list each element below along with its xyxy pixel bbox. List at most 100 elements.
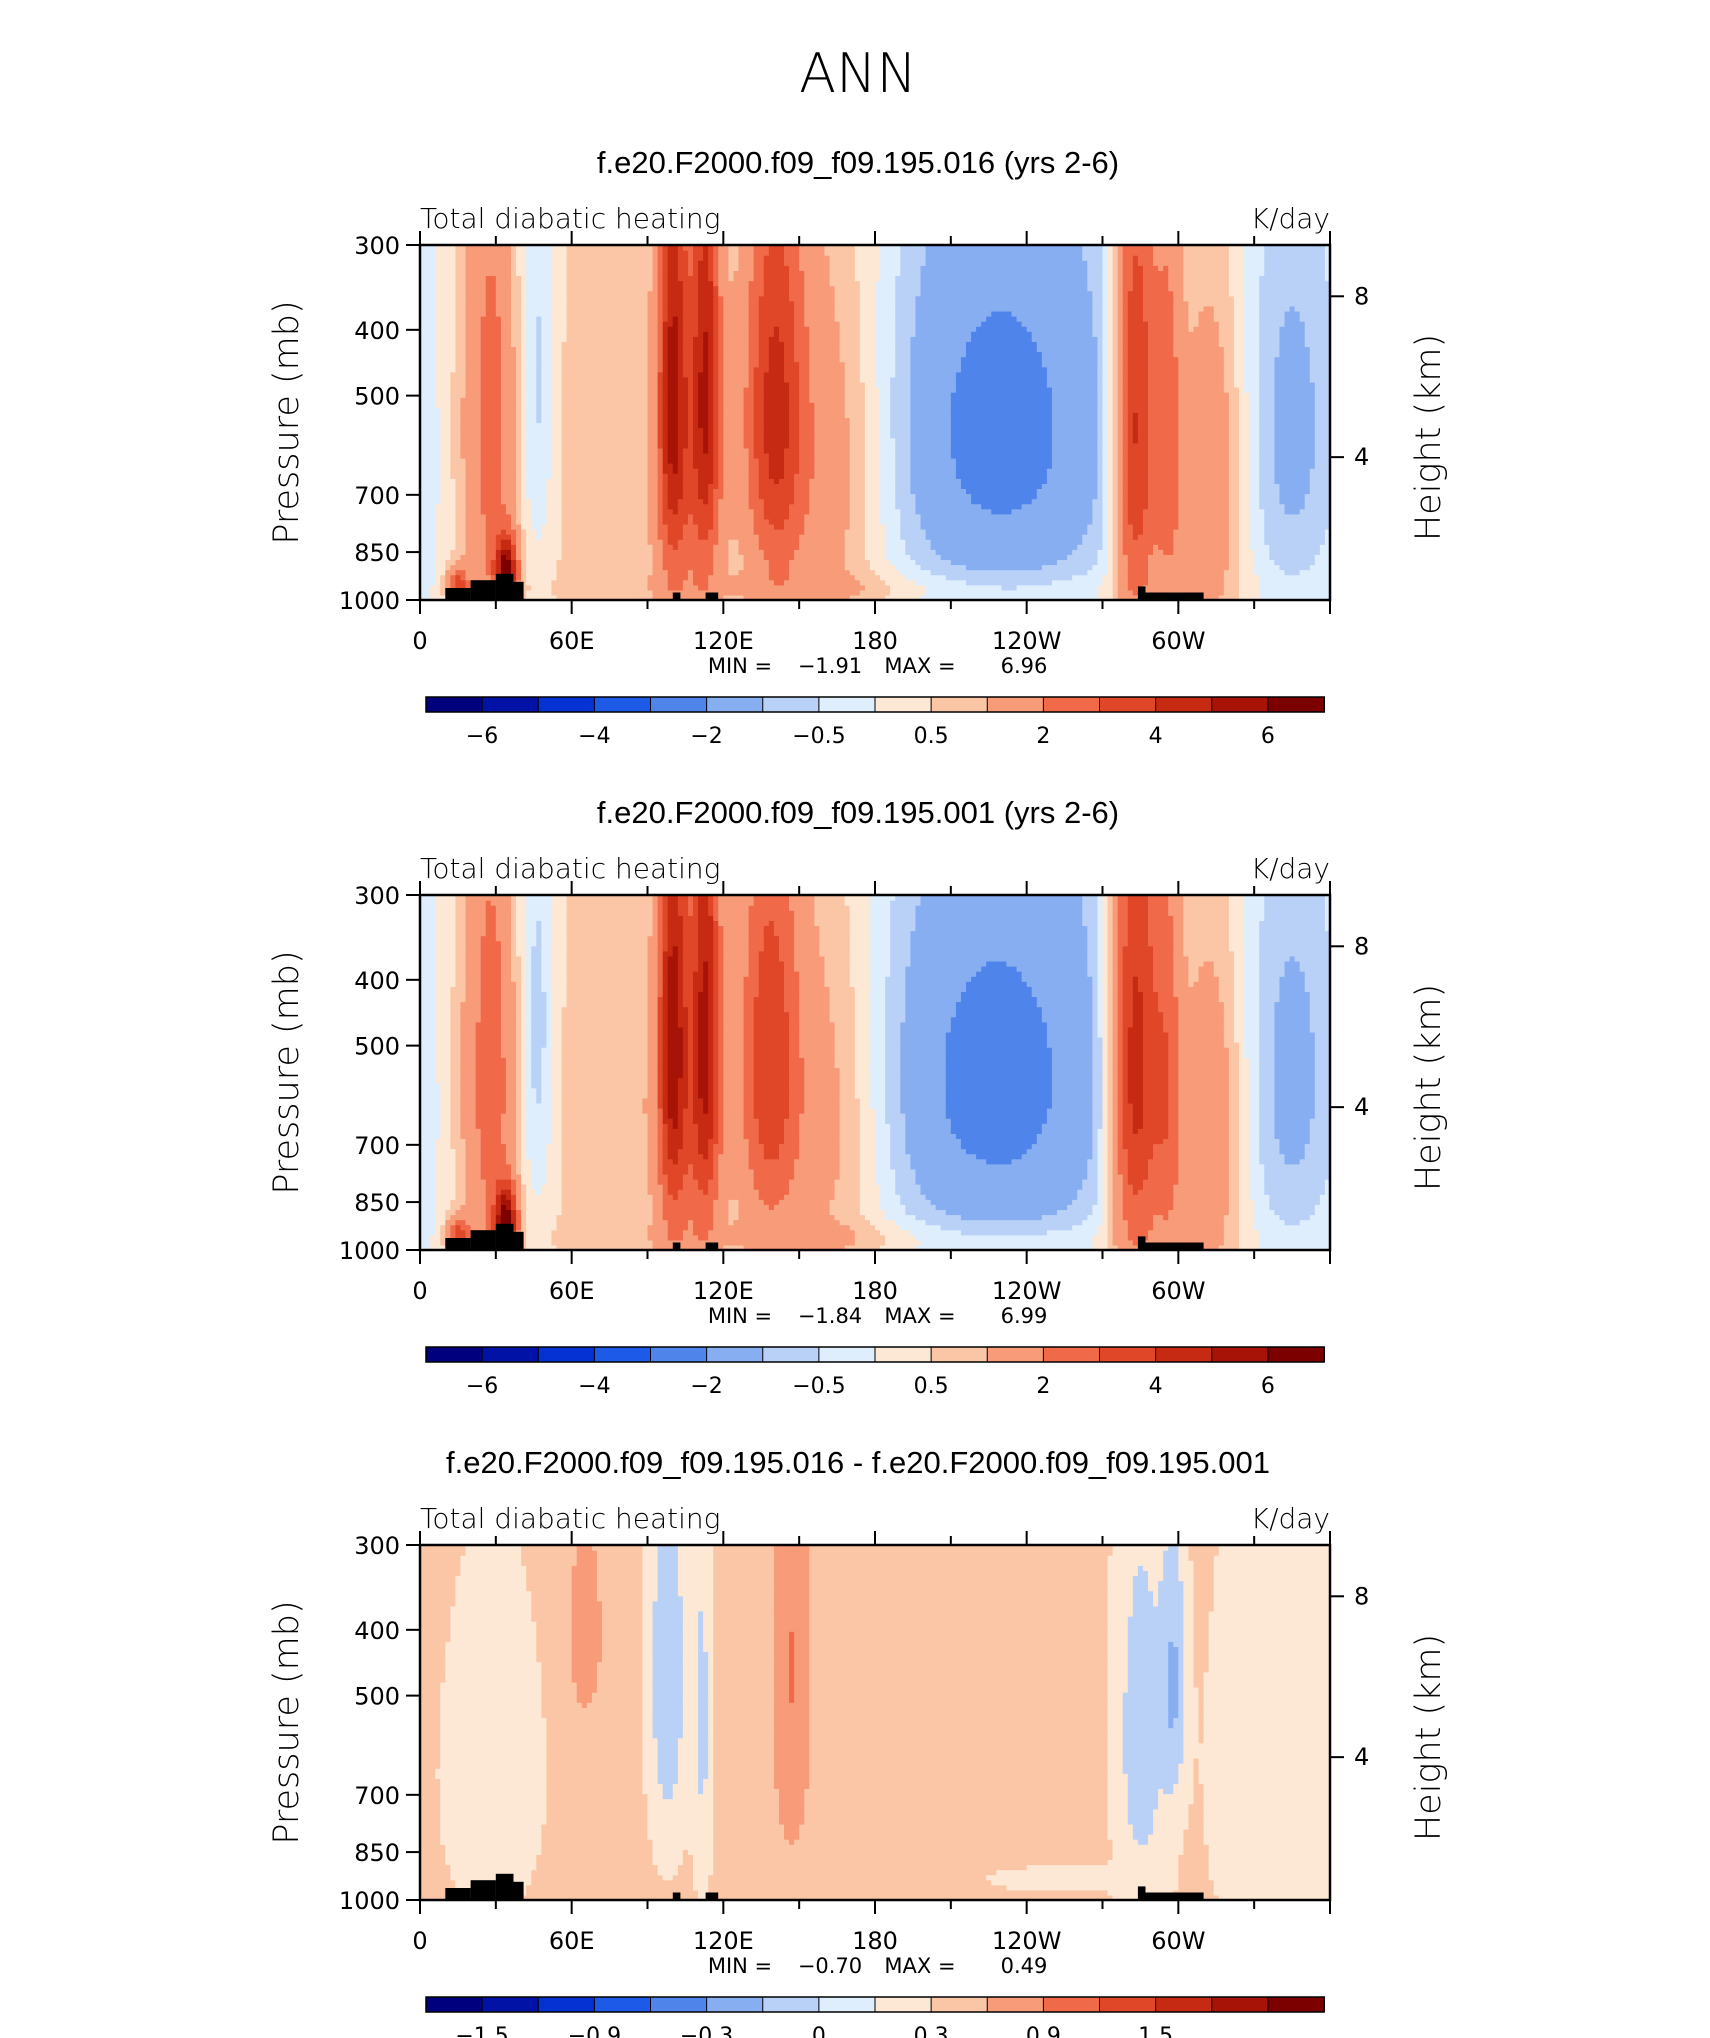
heatmap-cell [804, 539, 810, 545]
heatmap-cell [475, 483, 482, 490]
heatmap-cell [809, 523, 815, 530]
heatmap-cell [1203, 463, 1210, 469]
heatmap-cell [687, 518, 694, 525]
heatmap-cell [1309, 493, 1316, 500]
heatmap-cell [521, 483, 527, 490]
heatmap-cell [1309, 503, 1316, 510]
heatmap-cell [748, 463, 755, 469]
heatmap-cell [460, 518, 467, 525]
heatmap-cell [1168, 579, 1174, 586]
heatmap-cell [869, 529, 876, 535]
heatmap-cell [511, 564, 517, 571]
heatmap-cell [652, 534, 659, 540]
heatmap-cell [566, 529, 573, 535]
heatmap-cell [885, 523, 891, 530]
heatmap-cell [819, 498, 826, 505]
heatmap-cell [991, 539, 997, 545]
heatmap-cell [627, 493, 633, 500]
heatmap-cell [733, 534, 740, 540]
heatmap-cell [1244, 559, 1250, 566]
heatmap-cell [1102, 463, 1109, 469]
heatmap-cell [981, 564, 987, 571]
heatmap-cell [546, 513, 553, 520]
heatmap-cell [1072, 513, 1078, 520]
heatmap-cell [976, 569, 982, 576]
heatmap-cell [1057, 564, 1063, 571]
heatmap-cell [703, 458, 709, 464]
heatmap-cell [789, 579, 795, 586]
heatmap-cell [1097, 554, 1104, 561]
heatmap-cell [571, 559, 578, 566]
heatmap-cell [581, 463, 588, 469]
heatmap-cell [1016, 478, 1023, 484]
heatmap-cell [778, 589, 785, 596]
heatmap-cell [955, 498, 962, 505]
heatmap-cell [1319, 549, 1326, 555]
heatmap-cell [1223, 554, 1230, 561]
heatmap-cell [768, 473, 775, 479]
heatmap-cell [1077, 518, 1083, 525]
heatmap-cell [1178, 503, 1184, 510]
heatmap-cell [556, 498, 563, 505]
heatmap-cell [794, 544, 800, 550]
heatmap-cell [460, 458, 467, 464]
heatmap-cell [551, 513, 558, 520]
heatmap-cell [723, 549, 729, 555]
heatmap-cell [875, 513, 881, 520]
heatmap-cell [819, 513, 826, 520]
heatmap-cell [500, 458, 507, 464]
heatmap-cell [1142, 473, 1149, 479]
heatmap-cell [1092, 559, 1099, 566]
heatmap-cell [1163, 518, 1169, 525]
heatmap-cell [915, 513, 922, 520]
heatmap-cell [1213, 518, 1220, 525]
heatmap-cell [708, 584, 714, 591]
heatmap-cell [617, 589, 623, 596]
heatmap-cell [1087, 493, 1093, 500]
heatmap-cell [905, 529, 911, 535]
heatmap-cell [480, 468, 487, 474]
heatmap-cell [986, 503, 992, 510]
heatmap-cell [708, 478, 714, 484]
heatmap-cell [986, 498, 992, 505]
heatmap-cell [1097, 468, 1104, 474]
heatmap-cell [940, 579, 947, 586]
heatmap-cell [607, 564, 613, 571]
heatmap-cell [1072, 523, 1078, 530]
heatmap-cell [682, 478, 689, 484]
heatmap-cell [935, 594, 942, 601]
heatmap-cell [971, 468, 977, 474]
heatmap-cell [986, 549, 992, 555]
heatmap-cell [541, 523, 547, 530]
heatmap-cell [824, 463, 831, 469]
heatmap-cell [1062, 574, 1068, 581]
heatmap-cell [1031, 498, 1038, 505]
heatmap-cell [971, 544, 977, 550]
heatmap-cell [1183, 579, 1190, 586]
heatmap-cell [607, 534, 613, 540]
heatmap-cell [1264, 529, 1270, 535]
heatmap-cell [551, 544, 558, 550]
heatmap-cell [804, 498, 810, 505]
heatmap-cell [546, 594, 553, 601]
heatmap-cell [622, 523, 628, 530]
heatmap-cell [869, 579, 876, 586]
heatmap-cell [895, 529, 901, 535]
heatmap-cell [1057, 574, 1063, 581]
heatmap-cell [890, 534, 896, 540]
heatmap-cell [420, 503, 426, 510]
heatmap-cell [809, 493, 815, 500]
heatmap-cell [1274, 579, 1281, 586]
heatmap-cell [445, 488, 451, 495]
heatmap-cell [814, 579, 820, 586]
heatmap-cell [591, 544, 598, 550]
heatmap-cell [1142, 483, 1149, 490]
heatmap-cell [1193, 493, 1200, 500]
heatmap-cell [784, 518, 790, 525]
heatmap-cell [738, 483, 745, 490]
heatmap-cell [981, 518, 987, 525]
heatmap-cell [682, 574, 689, 581]
heatmap-cell [1249, 488, 1255, 495]
heatmap-cell [1092, 564, 1099, 571]
variable-label: Total diabatic heating [420, 202, 720, 235]
